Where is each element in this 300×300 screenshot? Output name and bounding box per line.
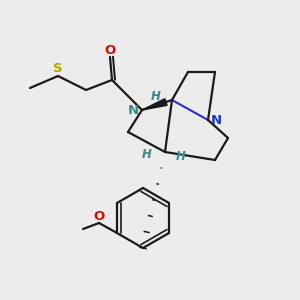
Text: N: N bbox=[210, 113, 222, 127]
Text: H: H bbox=[176, 149, 186, 163]
Text: N: N bbox=[128, 103, 139, 116]
Polygon shape bbox=[142, 99, 167, 110]
Text: H: H bbox=[142, 148, 152, 160]
Text: O: O bbox=[104, 44, 116, 56]
Text: S: S bbox=[53, 62, 63, 76]
Text: O: O bbox=[93, 209, 105, 223]
Text: H: H bbox=[151, 89, 161, 103]
